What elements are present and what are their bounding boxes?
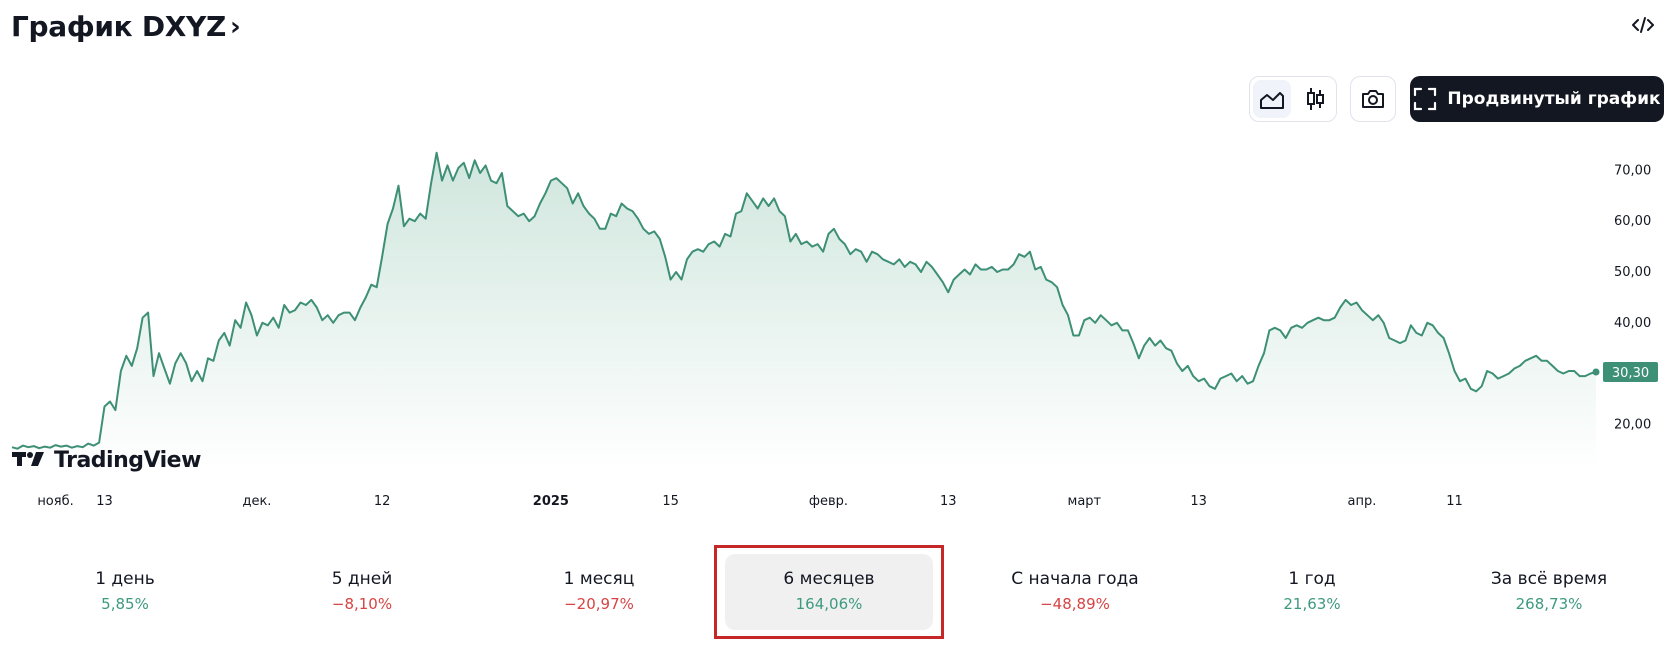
period-change: 268,73% <box>1515 595 1583 613</box>
period-label: 5 дней <box>331 569 393 589</box>
x-tick-label: 13 <box>96 494 113 509</box>
advanced-chart-button[interactable]: Продвинутый график <box>1410 76 1664 122</box>
area-fill <box>12 152 1596 470</box>
code-embed-icon <box>1632 17 1654 33</box>
y-tick-label: 60,00 <box>1614 214 1651 229</box>
x-tick-label: февр. <box>809 494 848 509</box>
x-tick-label: март <box>1068 494 1102 509</box>
period-label: 1 год <box>1288 569 1336 589</box>
x-tick-label: апр. <box>1348 494 1377 509</box>
last-price-dot <box>1592 368 1600 376</box>
current-price-label: 30,30 <box>1612 366 1649 381</box>
period-item[interactable]: 6 месяцев 164,06% <box>714 545 944 639</box>
candlestick-button[interactable] <box>1296 80 1334 118</box>
plot-area <box>11 151 1600 470</box>
y-tick-label: 20,00 <box>1614 417 1651 432</box>
period-item[interactable]: 1 день 5,85% <box>10 545 240 639</box>
period-change: 5,85% <box>101 595 149 613</box>
period-item[interactable]: 5 дней −8,10% <box>247 545 477 639</box>
period-label: За всё время <box>1490 569 1608 589</box>
period-change: −48,89% <box>1040 595 1110 613</box>
chart-title-text: График DXYZ <box>11 10 227 43</box>
x-tick-label: 13 <box>940 494 957 509</box>
price-line <box>11 151 1597 450</box>
y-tick-label: 40,00 <box>1614 316 1651 331</box>
x-tick-label: дек. <box>242 494 271 509</box>
period-label: 6 месяцев <box>783 569 875 589</box>
period-change: 21,63% <box>1283 595 1341 613</box>
y-tick-label: 70,00 <box>1614 163 1651 178</box>
x-axis: нояб. 13 дек. 12 2025 15 февр. 13 март 13 апр. 11 <box>37 494 1462 509</box>
period-item[interactable]: 1 месяц −20,97% <box>484 545 714 639</box>
x-tick-label: 11 <box>1446 494 1463 509</box>
selected-period-highlight <box>725 554 933 630</box>
period-change: −20,97% <box>564 595 634 613</box>
fullscreen-icon <box>1414 87 1437 111</box>
period-item[interactable]: 1 год 21,63% <box>1197 545 1427 639</box>
snapshot-button[interactable] <box>1350 76 1396 122</box>
tradingview-logo: TradingView <box>12 448 202 473</box>
tradingview-logo-icon <box>12 452 44 466</box>
period-label: 1 месяц <box>563 569 635 589</box>
period-performance-row: 1 день 5,85% 5 дней −8,10% 1 месяц −20,97% 6 м… <box>0 545 1680 641</box>
x-tick-label: 12 <box>374 494 391 509</box>
period-item[interactable]: С начала года −48,89% <box>960 545 1190 639</box>
period-label: 1 день <box>95 569 155 589</box>
x-tick-label: 13 <box>1190 494 1207 509</box>
candlestick-icon <box>1306 88 1324 110</box>
page-title[interactable]: График DXYZ › <box>11 10 241 43</box>
chevron-right-icon: › <box>230 11 241 42</box>
area-chart-icon <box>1259 92 1284 109</box>
chart-style-toggle <box>1249 76 1337 122</box>
camera-icon <box>1362 90 1384 108</box>
period-item[interactable]: За всё время 268,73% <box>1434 545 1664 639</box>
current-price-badge <box>1603 362 1658 383</box>
period-label: С начала года <box>1011 569 1139 589</box>
embed-code-button[interactable] <box>1628 10 1658 40</box>
period-change: −8,10% <box>331 595 393 613</box>
y-tick-label: 50,00 <box>1614 265 1651 280</box>
advanced-chart-label: Продвинутый график <box>1447 89 1661 109</box>
x-tick-label: 15 <box>662 494 679 509</box>
area-chart-button[interactable] <box>1252 80 1291 118</box>
x-tick-label: нояб. <box>37 494 73 509</box>
period-change: 164,06% <box>795 595 863 613</box>
x-tick-label: 2025 <box>533 494 569 509</box>
watermark-text: TradingView <box>54 448 201 473</box>
